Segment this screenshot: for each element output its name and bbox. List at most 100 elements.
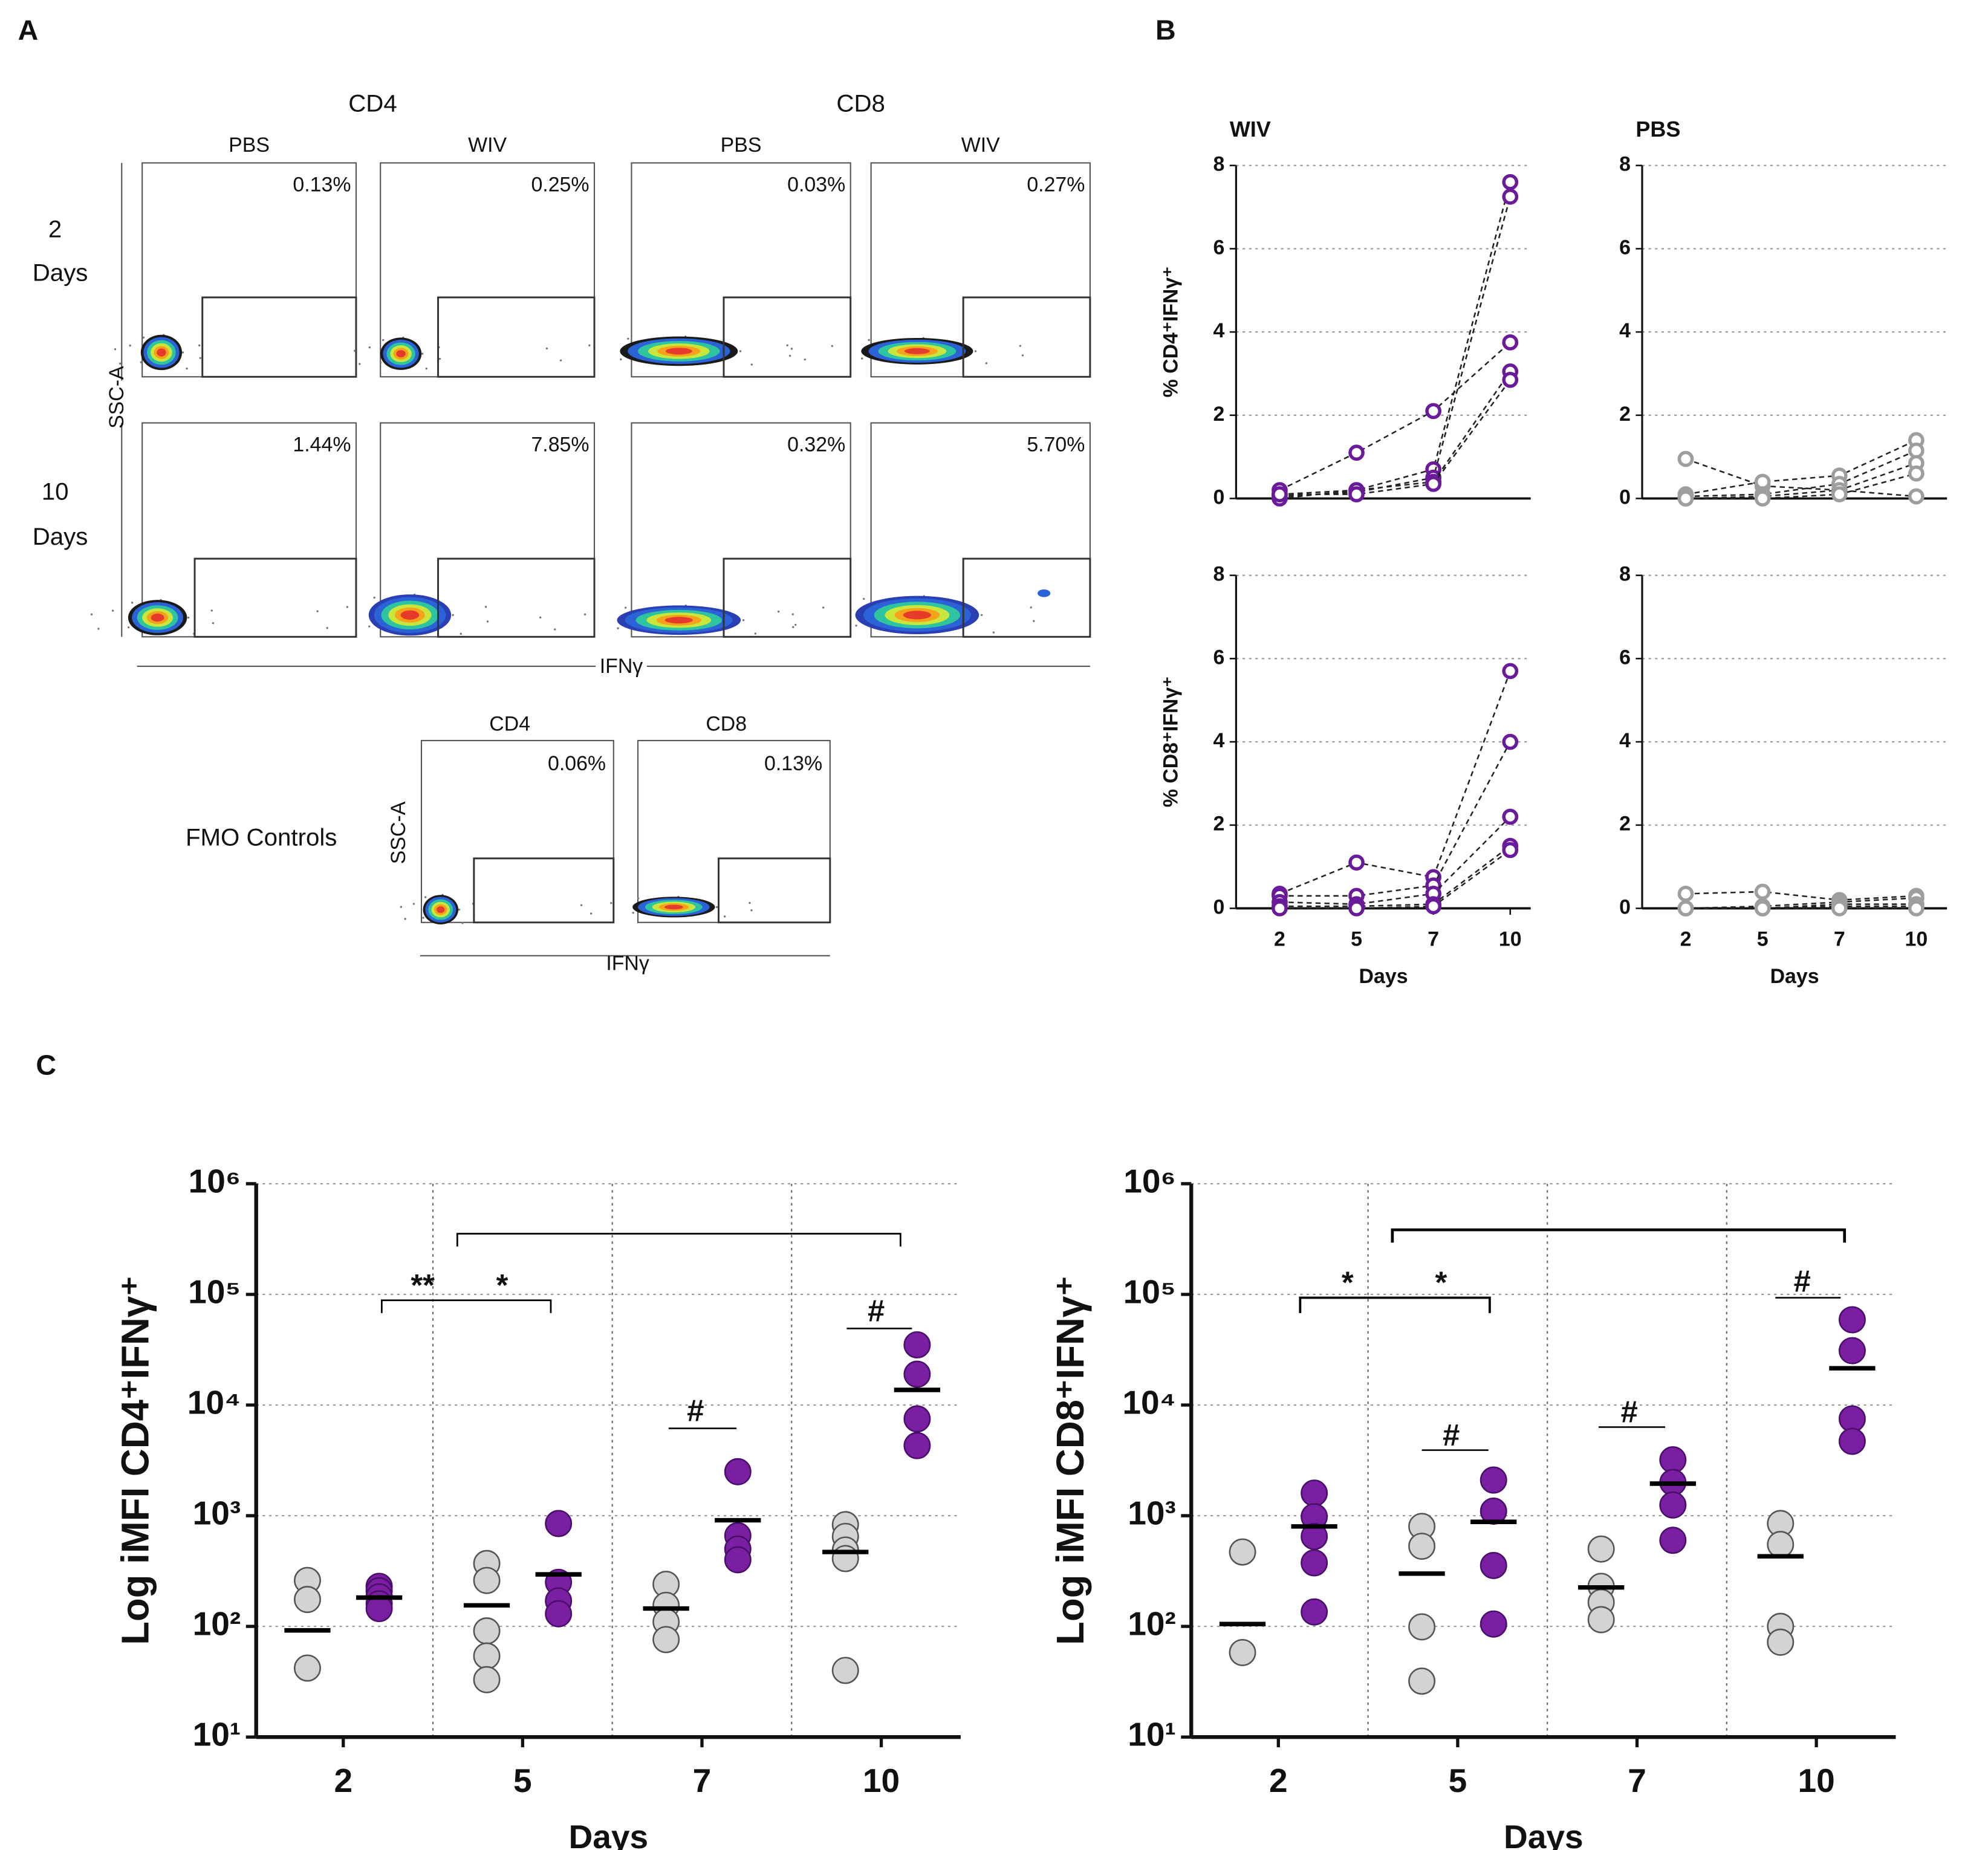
y-tick-label: 10⁵ [188, 1273, 241, 1311]
significance-label: * [496, 1268, 508, 1302]
data-point [1767, 1531, 1795, 1559]
event-dot [580, 904, 583, 906]
series-line [1685, 891, 1917, 901]
x-tick-label: 10 [1905, 927, 1928, 950]
event-dot [484, 606, 487, 608]
density-contour [1038, 589, 1051, 597]
series-line [1279, 181, 1512, 495]
x-tick-label: 2 [1274, 927, 1285, 950]
event-dot [632, 912, 634, 914]
event-dot [400, 906, 402, 908]
plot-frame [420, 739, 614, 923]
column-label: CD8 [706, 712, 747, 735]
event-dot [985, 362, 988, 365]
chart-title: PBS [1636, 117, 1680, 141]
y-tick-label: 10⁴ [187, 1384, 241, 1421]
event-dot [742, 619, 745, 622]
x-tick-label: 5 [1757, 927, 1769, 950]
event-dot [198, 344, 201, 347]
y-tick-label: 4 [1213, 319, 1224, 342]
event-dot [804, 358, 807, 361]
data-point [724, 1546, 752, 1574]
percent-label: 1.44% [293, 433, 351, 456]
data-point [1301, 1549, 1328, 1577]
series-line [1279, 849, 1511, 909]
event-dot [545, 347, 548, 350]
gate [962, 557, 1091, 638]
column-label: PBS [721, 134, 762, 157]
y-tick-label: 0 [1619, 895, 1631, 918]
y-tick-label: 4 [1619, 319, 1631, 342]
y-tick-label: 2 [1619, 813, 1631, 836]
data-point [903, 1405, 931, 1433]
event-dot [97, 628, 100, 630]
event-dot [750, 909, 753, 912]
event-dot [1019, 345, 1021, 347]
data-point [1425, 898, 1442, 915]
y-axis-label: SSC-A [105, 366, 128, 429]
data-point [1838, 1306, 1866, 1334]
y-tick-label: 10¹ [193, 1716, 241, 1753]
significance-bracket [380, 1299, 552, 1313]
data-point [1272, 486, 1288, 502]
data-point [1408, 1613, 1436, 1641]
data-point [1659, 1446, 1687, 1474]
event-dot [346, 606, 349, 608]
event-dot [1033, 620, 1035, 622]
event-dot [460, 632, 462, 635]
y-tick-label: 6 [1213, 236, 1224, 259]
data-point [1754, 490, 1771, 507]
event-dot [140, 361, 143, 363]
event-dot [181, 351, 184, 354]
event-dot [354, 349, 356, 352]
gate [723, 557, 852, 638]
significance-bracket [1299, 1296, 1491, 1313]
data-point [1831, 900, 1848, 917]
significance-label: ** [411, 1268, 435, 1302]
significance-bracket [1391, 1228, 1847, 1243]
data-point [1754, 883, 1771, 900]
event-dot [868, 339, 870, 342]
density-plot [316, 593, 489, 636]
event-dot [724, 915, 726, 918]
y-tick-label: 2 [1213, 403, 1224, 426]
event-dot [754, 632, 757, 635]
y-tick-label: 10⁶ [189, 1162, 241, 1199]
density-plot [790, 337, 1024, 365]
event-dot [1021, 354, 1024, 357]
significance-label: # [1621, 1395, 1638, 1429]
row-label: Days [33, 523, 88, 550]
event-dot [1030, 606, 1032, 609]
event-dot [379, 362, 382, 364]
data-point [1348, 486, 1365, 502]
data-point [1502, 842, 1519, 858]
event-dot [786, 344, 788, 346]
y-tick-label: 6 [1619, 646, 1631, 669]
data-point [1502, 733, 1519, 750]
data-point [1301, 1479, 1328, 1507]
significance-label: # [687, 1394, 704, 1428]
gate [718, 857, 831, 924]
gate [437, 296, 596, 378]
x-axis-label: Days [1504, 1818, 1584, 1850]
event-dot [791, 613, 794, 615]
density-contour [665, 348, 692, 355]
x-tick-label: 7 [693, 1762, 712, 1799]
data-point [473, 1666, 501, 1693]
data-point [1908, 900, 1925, 917]
data-point [1348, 444, 1365, 461]
series-line [1279, 741, 1511, 897]
gate [962, 296, 1091, 378]
data-point [1408, 1533, 1436, 1560]
event-dot [404, 918, 406, 920]
data-point [1301, 1598, 1328, 1626]
density-contour [400, 610, 420, 620]
plot-frame [141, 162, 357, 378]
event-dot [588, 344, 591, 347]
data-point [1502, 808, 1519, 825]
x-tick-label: 10 [1798, 1762, 1834, 1799]
data-point [903, 1331, 931, 1358]
event-dot [421, 352, 424, 355]
percent-label: 0.06% [548, 752, 606, 775]
